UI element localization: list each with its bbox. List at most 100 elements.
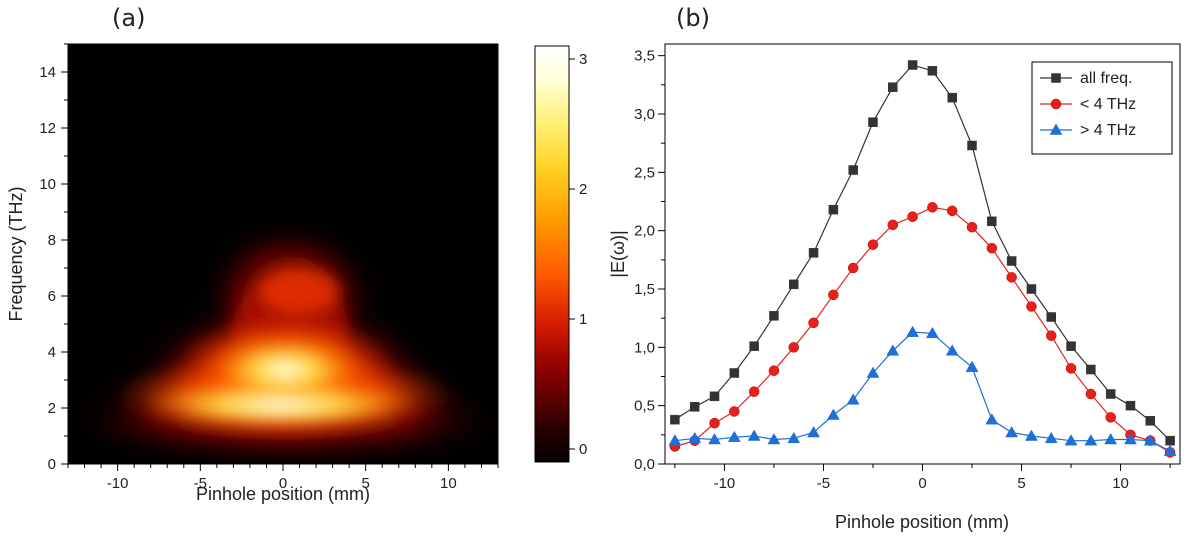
data-point [965,360,979,372]
legend-marker [1050,98,1062,110]
y-tick-label: 0 [48,456,56,473]
heatmap-y-axis-title: Frequency (THz) [6,186,26,321]
data-point [927,202,938,213]
x-tick-label: -10 [714,475,736,492]
legend: all freq. < 4 THz > 4 THz [1031,61,1173,155]
y-tick-label: 12 [39,120,56,137]
legend-marker [1049,123,1063,135]
legend-marker [1051,73,1061,83]
data-point [788,342,799,353]
data-point [748,386,760,397]
colorbar-tick-label: 2 [579,181,587,198]
data-point [966,221,978,233]
x-tick-label: 0 [918,475,926,492]
data-point [927,66,938,76]
heatmap-x-axis-title: Pinhole position (mm) [196,484,370,504]
y-tick-label: 1,5 [634,281,655,298]
data-point [925,326,939,339]
data-point [1104,432,1118,445]
x-tick-label: -10 [107,475,129,492]
data-point [1085,388,1097,400]
data-point [1086,364,1096,375]
data-point [1124,432,1137,445]
legend-label: < 4 THz [1080,96,1136,113]
data-point [847,262,859,274]
data-point [747,429,761,441]
line-y-axis-title: |E(ω)| [608,230,628,277]
data-point [826,408,840,420]
y-tick-label: 3,5 [634,48,655,65]
data-point [1006,256,1017,266]
y-tick-label: 8 [48,232,56,249]
y-tick-label: 3,0 [634,106,655,123]
series-triangle [668,325,1177,456]
data-point [945,344,959,356]
y-tick-label: 6 [48,288,56,305]
legend-label: > 4 THz [1080,122,1136,139]
data-point [1145,416,1156,426]
data-point [946,205,958,217]
colorbar-tick-label: 0 [579,441,587,458]
data-point [906,325,920,337]
data-point [1066,341,1076,351]
data-point [1125,400,1136,411]
heatmap-axes: -10 -5 0 5 10 0 2 4 6 8 10 12 14 [39,43,499,492]
data-point [887,219,899,231]
data-point [1005,425,1019,438]
y-tick-label: 4 [48,344,56,361]
data-point [709,417,720,429]
panel-label-b: (b) [676,4,710,32]
data-point [1143,434,1157,446]
data-point [1026,301,1037,312]
data-point [787,431,801,444]
data-point [1105,389,1116,399]
data-point [868,117,878,127]
data-point [789,279,799,290]
data-point [828,204,839,215]
data-point [709,391,720,402]
data-point [888,82,898,92]
data-point [689,402,700,412]
colorbar [534,45,570,463]
series-group [668,60,1177,458]
line-chart-panel: (b) -10 -5 0 5 10 0,0 0,5 1,0 1,5 2,0 2,5 3,0 3,5 Pi… [608,4,1181,532]
data-point [727,430,741,442]
data-point [1084,434,1098,446]
x-tick-label: 5 [1017,475,1025,492]
colorbar-axis: 0 1 2 3 [569,51,587,458]
colorbar-tick-label: 1 [579,311,587,328]
y-tick-label: 2 [48,400,56,417]
data-point [749,341,759,351]
heatmap-intensity [76,230,496,455]
data-point [668,434,682,446]
x-tick-label: -5 [817,475,830,492]
data-point [947,92,957,103]
y-tick-label: 0,5 [634,398,655,415]
line-chart-axes: -10 -5 0 5 10 0,0 0,5 1,0 1,5 2,0 2,5 3,0 3,5 [634,48,1171,492]
data-point [1065,363,1077,374]
data-point [907,60,918,70]
data-point [907,211,918,222]
data-point [967,140,977,151]
data-point [807,425,820,438]
legend-label: all freq. [1080,70,1132,87]
line-x-axis-title: Pinhole position (mm) [835,512,1009,532]
data-point [1105,412,1116,423]
y-tick-label: 2,5 [634,164,655,181]
data-point [1064,434,1078,446]
data-point [808,317,819,329]
data-point [767,432,781,445]
x-tick-label: 5 [362,475,370,492]
data-point [985,413,999,425]
series-square [670,60,1175,446]
data-point [769,311,779,321]
series-circle [669,202,1176,458]
data-point [688,431,702,444]
data-point [987,216,997,227]
x-tick-label: 10 [440,475,457,492]
data-point [670,414,680,425]
x-tick-label: -5 [194,475,207,492]
data-point [808,248,819,258]
